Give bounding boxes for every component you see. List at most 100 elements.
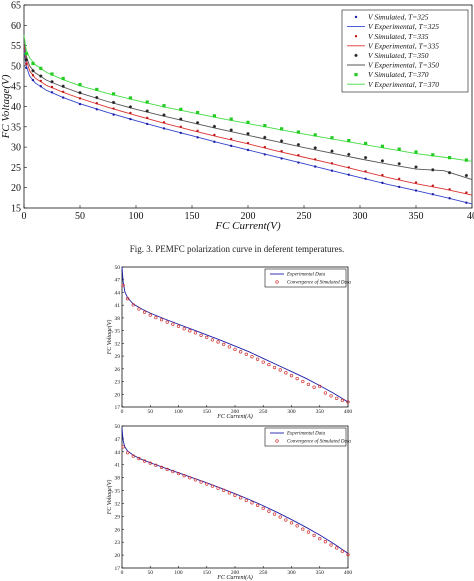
chart1-data-point (263, 153, 266, 156)
chart3-data-point (335, 546, 339, 550)
chart2-data-point (233, 347, 237, 352)
chart2-data-point (131, 303, 135, 307)
chart2-data-point (244, 352, 248, 356)
chart1-data-point (464, 173, 468, 178)
chart2-data-point (306, 382, 311, 387)
chart1-data-point (146, 122, 149, 126)
chart1-x-axis-label: FC Current(V) (214, 220, 281, 232)
chart3-data-point (346, 552, 350, 557)
chart1-data-point (31, 78, 35, 82)
chart3-data-point (318, 537, 322, 541)
chart1-data-point (297, 161, 300, 164)
chart1-data-point (112, 107, 115, 110)
chart1-series-line-path (23, 49, 473, 205)
chart1-data-point (280, 149, 283, 153)
chart3-y-axis-label: FC Voltage(V) (106, 480, 113, 516)
chart2-y-tick-label: 32 (115, 341, 121, 347)
chart2-data-point (227, 345, 232, 349)
chart2-data-point (205, 335, 209, 340)
chart1-data-point (162, 113, 166, 117)
chart2-x-tick-label: 350 (316, 409, 325, 415)
chart2-x-tick-label: 200 (231, 409, 240, 415)
chart3-data-point (176, 471, 181, 476)
chart2-y-tick-label: 47 (115, 278, 121, 284)
chart2-data-point (284, 371, 288, 375)
chart3-y-tick-label: 29 (115, 514, 121, 520)
chart1-data-point (31, 61, 35, 66)
chart1-data-point (246, 120, 250, 124)
figure-caption: Fig. 3. PEMFC polarization curve in defe… (129, 244, 345, 254)
chart1-data-point (314, 165, 317, 168)
chart2-data-point (301, 379, 305, 384)
chart1-x-tick-label: 40 (467, 211, 474, 222)
chart1-y-tick-label: 25 (11, 163, 21, 174)
chart3-data-point (165, 467, 169, 472)
chart2-data-point (323, 391, 328, 395)
chart1-data-point (213, 140, 216, 144)
chart3-y-tick-label: 38 (115, 476, 121, 482)
chart2-data-point (278, 368, 282, 372)
chart1-series-line (23, 35, 473, 162)
chart2-x-tick-label: 50 (148, 409, 154, 415)
chart1-data-point (213, 133, 216, 137)
chart1-data-point (62, 90, 65, 94)
chart2-y-tick-label: 20 (115, 392, 121, 398)
chart1-data-point (414, 165, 418, 169)
chart1-y-tick-label: 55 (11, 41, 21, 52)
chart2-data-point (329, 394, 333, 398)
chart3-data-point (261, 506, 265, 510)
chart3-data-point (289, 521, 294, 525)
chart1-series-line-path (23, 45, 473, 196)
chart1-data-point (31, 69, 35, 73)
chart3-series-markers (121, 445, 350, 557)
chart1-data-point (112, 113, 115, 116)
chart3-data-point (188, 476, 192, 480)
chart3-data-point (238, 496, 243, 500)
chart1-data-point (347, 166, 350, 169)
chart3-data-point (267, 509, 271, 513)
chart3-data-point (193, 478, 198, 482)
chart2-series-line-path (121, 266, 349, 403)
chart1-legend-box (341, 9, 469, 93)
chart1-data-point (39, 85, 42, 88)
polarization-chart-comparison-bottom: 0 50 100 150 200 250 300 350 400 17 20 23 26 29 32 35 38… (106, 424, 352, 581)
chart1-data-point (39, 74, 43, 78)
chart1-y-tick-label: 60 (11, 21, 21, 32)
chart2-y-tick-label: 38 (115, 316, 121, 322)
chart1-y-tick-label: 65 (11, 1, 21, 12)
chart1-legend-marker-swatch (354, 35, 358, 38)
chart1-data-point (296, 143, 300, 147)
chart3-data-point (216, 486, 220, 490)
chart3-x-tick-label: 200 (231, 570, 240, 576)
chart2-legend-label: Convergence of Simulated Data (287, 281, 351, 286)
chart1-data-point (196, 121, 200, 125)
chart3-data-point (121, 445, 125, 449)
chart3-y-tick-label: 41 (115, 463, 121, 469)
chart3-data-point (205, 482, 209, 486)
chart3-y-tick-label: 23 (115, 540, 121, 546)
chart1-data-point (39, 66, 43, 70)
chart3-data-point (233, 493, 237, 497)
chart2-y-tick-label: 23 (115, 380, 121, 386)
chart3-data-point (182, 474, 186, 478)
chart1-data-point (431, 184, 434, 187)
chart1-y-tick-label: 30 (11, 143, 21, 154)
chart1-data-point (397, 147, 401, 151)
chart1-data-point (431, 168, 435, 172)
chart1-data-point (465, 201, 468, 204)
chart1-x-tick-label: 200 (241, 211, 256, 222)
chart1-data-point (95, 108, 99, 111)
chart2-y-axis-label: FC Voltage(V) (106, 320, 113, 356)
chart1-data-point (128, 105, 132, 109)
chart2-x-tick-label: 400 (344, 409, 353, 415)
chart2-series-markers (121, 283, 350, 404)
chart2-data-point (289, 374, 294, 378)
chart1-series-line-path (23, 41, 473, 181)
chart1-legend-marker-swatch (354, 53, 358, 57)
chart1-x-tick-label: 50 (75, 211, 85, 222)
chart2-x-tick-label: 250 (259, 409, 268, 415)
chart3-data-point (222, 488, 226, 492)
chart3-y-tick-label: 50 (115, 424, 121, 430)
chart1-data-point (179, 125, 182, 128)
chart1-data-point (431, 153, 435, 157)
